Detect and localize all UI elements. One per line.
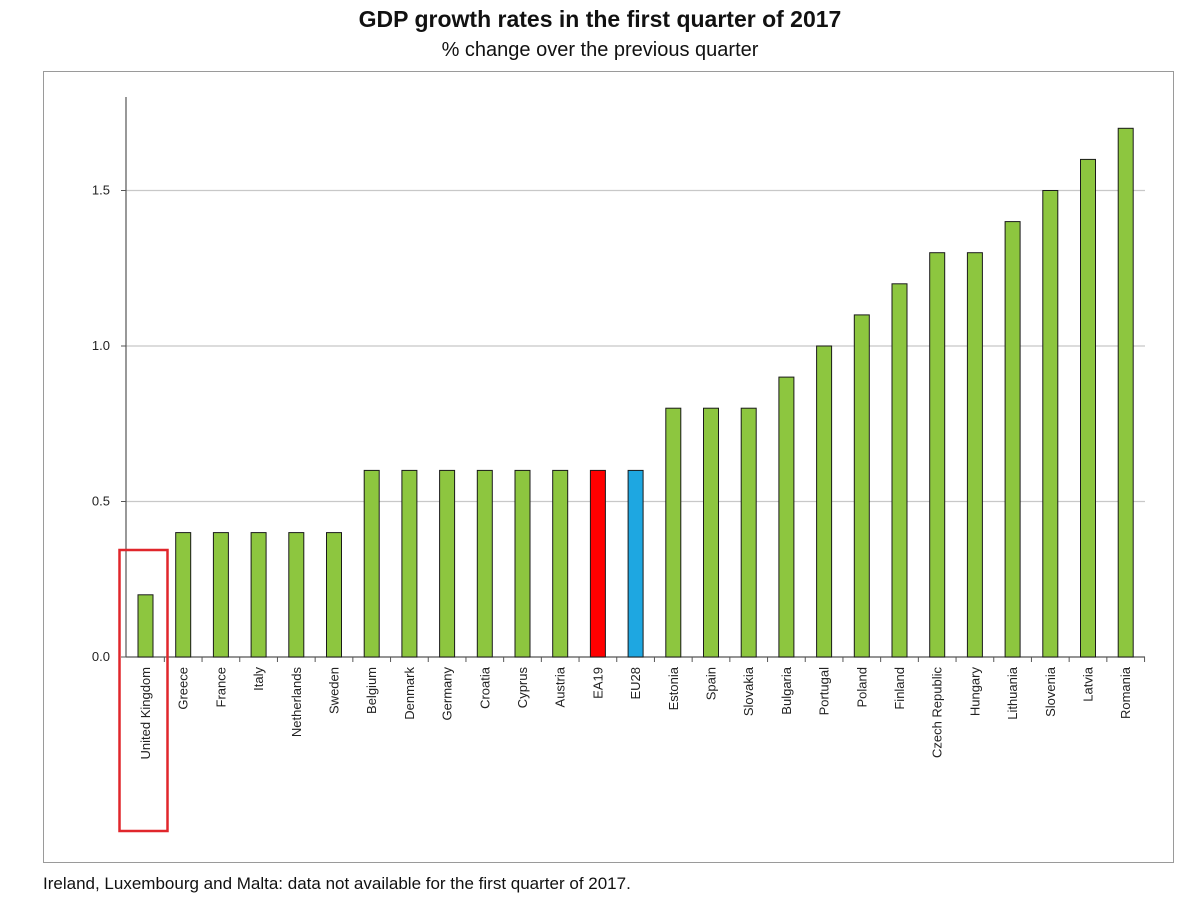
x-tick-label: Poland bbox=[854, 667, 869, 707]
chart-subtitle: % change over the previous quarter bbox=[441, 39, 759, 61]
x-tick-label: Sweden bbox=[327, 667, 342, 714]
footnote: Ireland, Luxembourg and Malta: data not … bbox=[43, 874, 631, 893]
x-tick-label: Spain bbox=[704, 667, 719, 700]
x-tick-label: Latvia bbox=[1081, 666, 1096, 701]
bar-austria bbox=[552, 469, 569, 658]
y-tick-label: 0.0 bbox=[92, 649, 110, 664]
bar-greece bbox=[175, 532, 192, 658]
x-tick-label: Italy bbox=[251, 667, 266, 691]
bar-eu28 bbox=[627, 469, 644, 658]
x-tick-label: Germany bbox=[440, 667, 455, 721]
bar-lithuania bbox=[1004, 221, 1021, 658]
bar-germany bbox=[439, 469, 456, 658]
bar-slovenia bbox=[1042, 190, 1059, 658]
x-tick-label: Cyprus bbox=[515, 667, 530, 709]
x-tick-label: Estonia bbox=[666, 666, 681, 710]
x-tick-label: Bulgaria bbox=[779, 666, 794, 714]
bar-croatia bbox=[476, 469, 493, 658]
bar-france bbox=[212, 532, 229, 658]
x-tick-label: Netherlands bbox=[289, 667, 304, 738]
x-tick-label: EU28 bbox=[628, 667, 643, 700]
x-tick-label: Slovenia bbox=[1043, 666, 1058, 717]
x-tick-label: Croatia bbox=[477, 666, 492, 709]
x-tick-label: Austria bbox=[553, 666, 568, 707]
bar-slovakia bbox=[740, 407, 757, 658]
x-tick-label: Hungary bbox=[967, 667, 982, 717]
bar-spain bbox=[703, 407, 719, 658]
chart-frame bbox=[43, 71, 1174, 863]
x-tick-label: Lithuania bbox=[1005, 666, 1020, 720]
bar-romania bbox=[1117, 127, 1134, 658]
highlight-box bbox=[118, 548, 169, 833]
x-tick-label: Portugal bbox=[817, 667, 832, 716]
bar-united-kingdom bbox=[137, 594, 154, 658]
x-tick-label: Finland bbox=[892, 667, 907, 710]
bar-poland bbox=[853, 314, 870, 658]
bar-cyprus bbox=[514, 469, 531, 658]
x-tick-label: Slovakia bbox=[741, 666, 756, 716]
y-tick-label: 1.0 bbox=[92, 338, 110, 353]
x-tick-label: EA19 bbox=[590, 667, 605, 699]
bar-ea19 bbox=[589, 469, 606, 658]
x-tick-label: Belgium bbox=[364, 667, 379, 714]
bar-czech-republic bbox=[929, 252, 946, 658]
bar-hungary bbox=[966, 252, 983, 658]
bar-estonia bbox=[665, 407, 682, 658]
chart-title: GDP growth rates in the first quarter of… bbox=[358, 6, 842, 32]
bar-belgium bbox=[363, 469, 380, 658]
bar-finland bbox=[891, 283, 908, 658]
bar-denmark bbox=[401, 469, 418, 658]
x-tick-label: Denmark bbox=[402, 667, 417, 720]
bar-italy bbox=[250, 532, 267, 658]
x-tick-label: Czech Republic bbox=[930, 667, 945, 759]
x-tick-label: United Kingdom bbox=[138, 667, 153, 760]
y-tick-label: 1.5 bbox=[92, 183, 110, 198]
y-tick-label: 0.5 bbox=[92, 494, 110, 509]
bar-sweden bbox=[326, 532, 342, 658]
bar-portugal bbox=[816, 345, 833, 658]
x-tick-label: Romania bbox=[1118, 666, 1133, 719]
bar-netherlands bbox=[288, 532, 305, 658]
bar-bulgaria bbox=[778, 376, 795, 658]
bar-latvia bbox=[1080, 158, 1096, 658]
x-tick-label: France bbox=[213, 667, 228, 707]
x-tick-label: Greece bbox=[176, 667, 191, 710]
